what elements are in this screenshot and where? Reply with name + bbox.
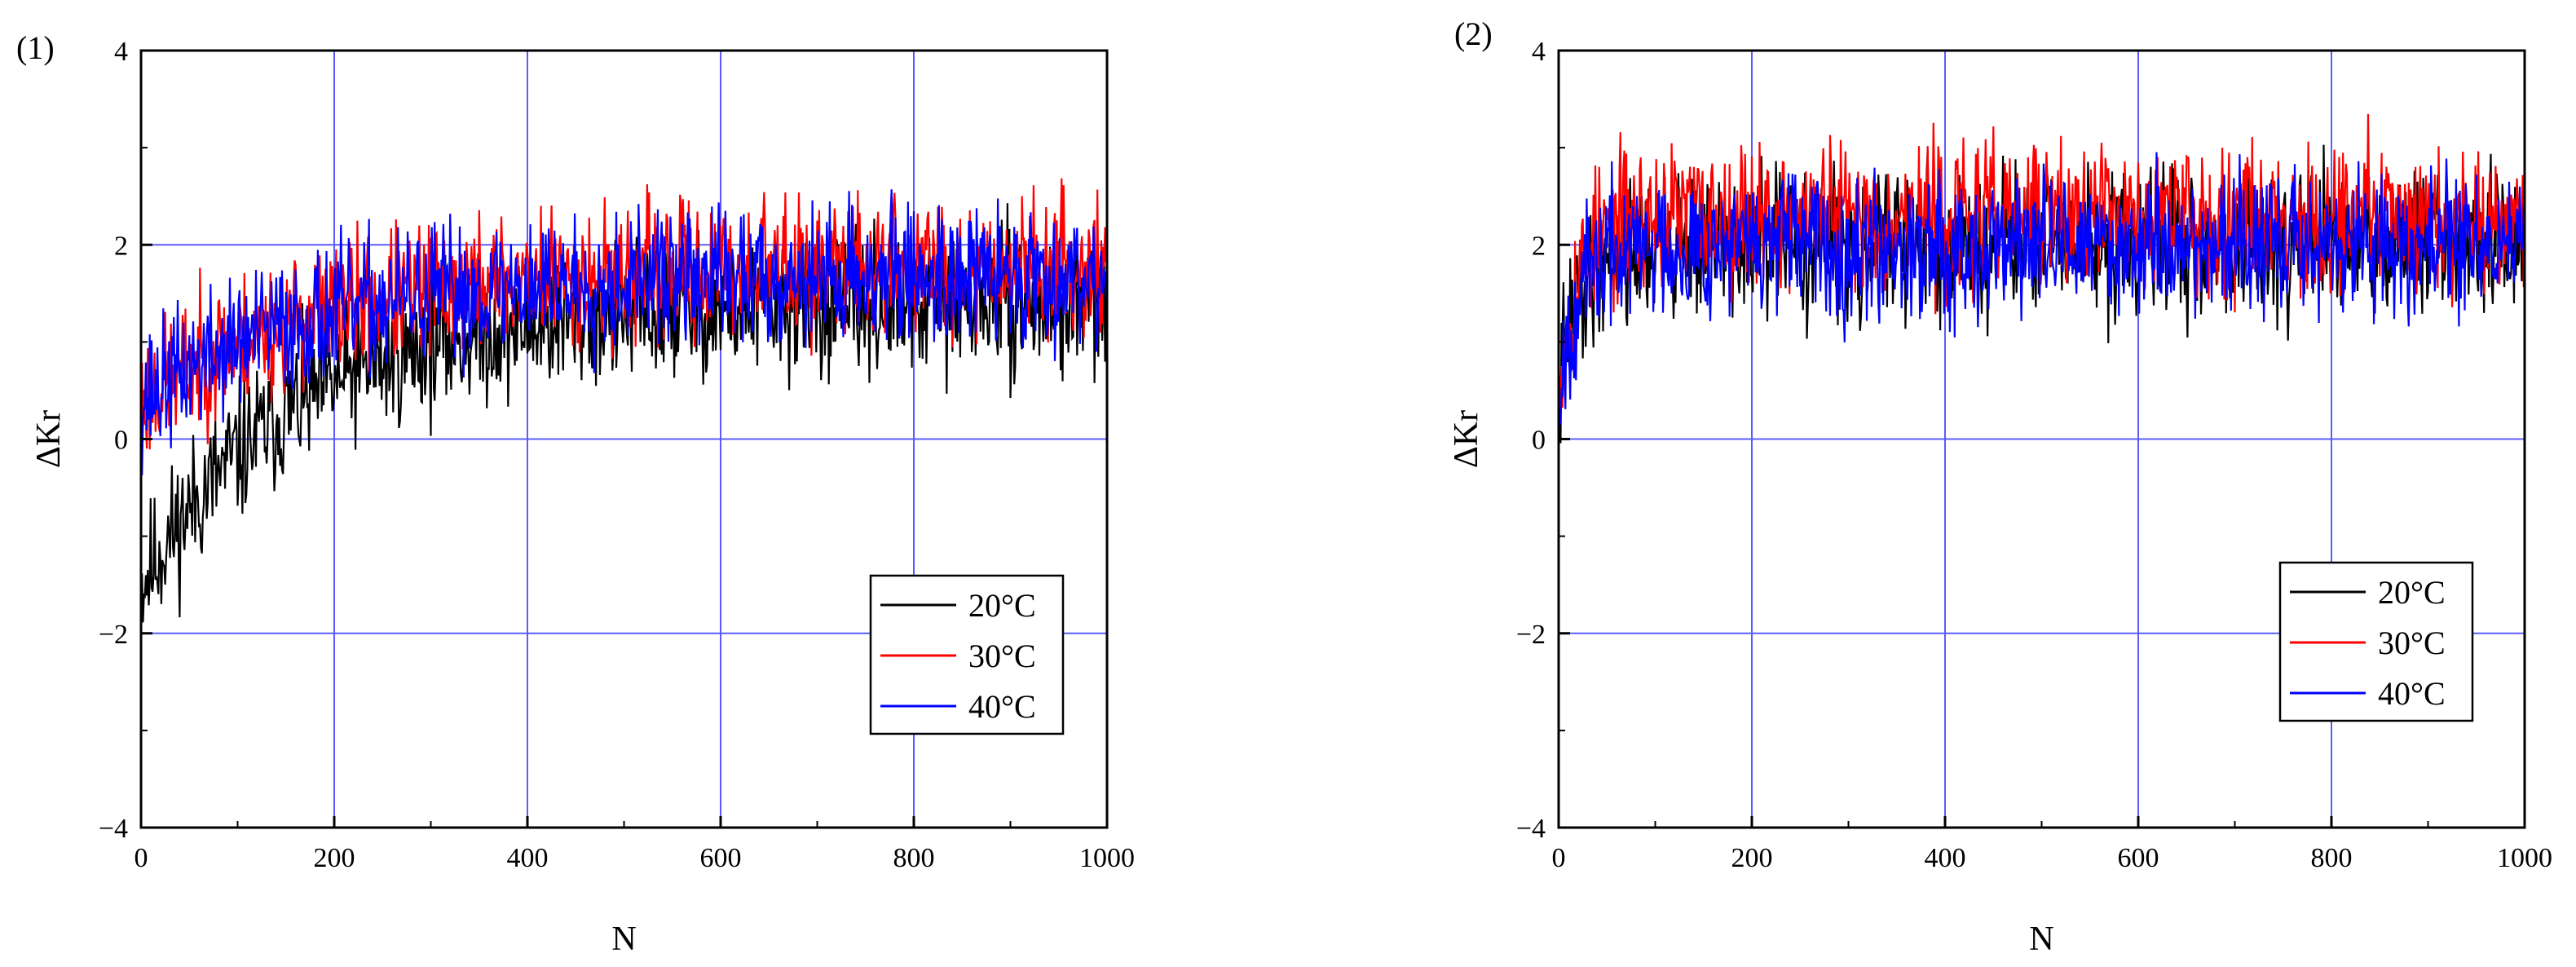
- y-tick-label: −4: [1516, 814, 1546, 844]
- series-line-40deg-c: [141, 189, 1107, 476]
- y-tick-label: 4: [114, 37, 128, 67]
- x-tick-label: 400: [507, 843, 549, 873]
- legend-label: 20°C: [2378, 574, 2446, 611]
- panel-label: (1): [16, 29, 55, 66]
- x-tick-label: 1000: [1079, 843, 1135, 873]
- y-tick-label: −2: [1516, 620, 1546, 650]
- series-group: [141, 178, 1107, 629]
- series-line-30deg-c: [1559, 113, 2525, 467]
- panel-label: (2): [1454, 15, 1493, 52]
- x-tick-label: 600: [700, 843, 742, 873]
- chart-panel-1: 0 200 400 600 800 1000 −4 −2 0 2 4 N ΔKr (1) 20°C 30°C 4…: [16, 29, 1135, 958]
- x-tick-label: 400: [1925, 843, 1966, 873]
- legend: 20°C 30°C 40°C: [2278, 561, 2474, 722]
- y-tick-label: 2: [114, 231, 128, 261]
- x-tick-label: 200: [1731, 843, 1773, 873]
- legend-label: 40°C: [2378, 675, 2446, 712]
- x-tick-label: 1000: [2497, 843, 2552, 873]
- y-tick-label: 2: [1532, 231, 1546, 261]
- y-axis-title: ΔKr: [30, 410, 68, 468]
- y-tick-label: 0: [1532, 426, 1546, 456]
- x-tick-label: 0: [1552, 843, 1566, 873]
- y-tick-label: −2: [99, 620, 128, 650]
- x-axis-title: N: [611, 921, 636, 958]
- legend: 20°C 30°C 40°C: [869, 574, 1065, 735]
- legend-label: 30°C: [968, 638, 1036, 674]
- legend-label: 20°C: [968, 587, 1036, 624]
- chart-panel-2: 0 200 400 600 800 1000 −4 −2 0 2 4 N ΔKr (2) 20°C 30°C 4…: [1448, 15, 2552, 958]
- x-tick-label: 0: [135, 843, 148, 873]
- y-tick-label: 0: [114, 426, 128, 456]
- x-axis-title: N: [2029, 921, 2053, 958]
- y-tick-label: 4: [1532, 37, 1546, 67]
- x-tick-label: 200: [314, 843, 355, 873]
- legend-label: 40°C: [968, 688, 1036, 725]
- x-tick-label: 600: [2118, 843, 2159, 873]
- y-tick-label: −4: [99, 814, 128, 844]
- x-tick-label: 800: [893, 843, 935, 873]
- legend-label: 30°C: [2378, 625, 2446, 661]
- series-group: [1559, 113, 2525, 467]
- y-axis-title: ΔKr: [1448, 410, 1485, 468]
- x-tick-label: 800: [2311, 843, 2353, 873]
- series-line-40deg-c: [1559, 152, 2525, 426]
